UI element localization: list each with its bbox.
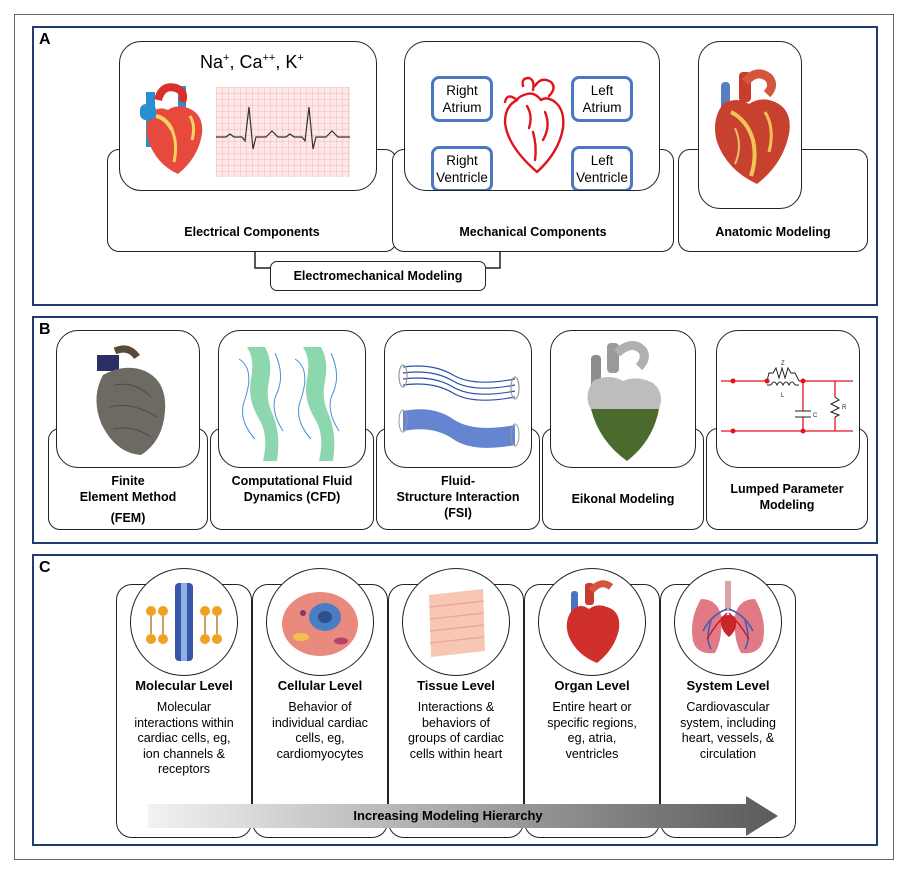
anatomical-heart-illustration bbox=[140, 83, 203, 174]
hierarchy-arrow-label: Increasing Modeling Hierarchy bbox=[353, 808, 543, 823]
fem-label: Finite Element Method (FEM) bbox=[79, 474, 177, 525]
left-ventricle-box: Left Ventricle bbox=[571, 146, 633, 190]
cfd-vessel-flow bbox=[238, 347, 340, 461]
right-atrium-box: Right Atrium bbox=[431, 76, 493, 122]
windkessel-circuit-diagram: Z L C R bbox=[721, 361, 853, 434]
electromechanical-modeling-label: Electromechanical Modeling bbox=[293, 269, 463, 283]
ecg-trace bbox=[216, 87, 350, 177]
anatomic-image-box bbox=[698, 41, 802, 209]
tissue-icon bbox=[429, 589, 485, 657]
circuit-label-r: R bbox=[842, 405, 847, 411]
fem-image-box bbox=[56, 330, 200, 468]
ion-channel-icon bbox=[146, 583, 222, 661]
electrical-image-box: Na+, Ca++, K+ bbox=[119, 41, 377, 191]
mechanical-components-label: Mechanical Components bbox=[459, 225, 607, 239]
mechanical-image-box: Right Atrium Left Atrium Right Ventricle Le… bbox=[404, 41, 660, 191]
fsi-label: Fluid- Structure Interaction (FSI) bbox=[396, 474, 520, 520]
circuit-label-l: L bbox=[781, 393, 785, 399]
organ-level-title: Organ Level bbox=[554, 678, 630, 693]
cell-icon bbox=[282, 592, 358, 656]
figure-frame bbox=[14, 14, 894, 860]
lumped-parameter-label: Lumped Parameter Modeling bbox=[730, 482, 844, 512]
right-ventricle-box: Right Ventricle bbox=[431, 146, 493, 190]
cfd-image-box bbox=[218, 330, 366, 468]
fsi-image-box bbox=[384, 330, 532, 468]
eikonal-label: Eikonal Modeling bbox=[571, 492, 675, 506]
cellular-level-description: Behavior of individual cardiac cells, eg… bbox=[272, 700, 368, 761]
circuit-label-c: C bbox=[813, 413, 818, 419]
panel-c: C bbox=[32, 554, 878, 846]
cardiovascular-system-icon bbox=[692, 581, 764, 654]
panel-c-label: C bbox=[39, 559, 51, 576]
lumped-image-box: Z L C R bbox=[716, 330, 860, 468]
realistic-heart-illustration bbox=[715, 69, 790, 184]
panel-a: A Electrical Components Na+, Ca++, K+ bbox=[32, 26, 878, 306]
fsi-tube-deformation bbox=[398, 364, 520, 448]
ion-labels: Na+, Ca++, K+ bbox=[200, 52, 304, 72]
organ-level-description: Entire heart or specific regions, eg, at… bbox=[547, 700, 637, 761]
molecular-circle bbox=[130, 568, 238, 676]
organ-circle bbox=[538, 568, 646, 676]
panel-a-label: A bbox=[39, 31, 51, 48]
left-atrium-box: Left Atrium bbox=[571, 76, 633, 122]
cfd-label: Computational Fluid Dynamics (CFD) bbox=[231, 474, 353, 504]
panel-b: B Finite Element Method (FEM) Computatio… bbox=[32, 316, 878, 544]
eikonal-image-box bbox=[550, 330, 696, 468]
system-level-description: Cardiovascular system, including heart, … bbox=[680, 700, 776, 761]
electrical-components-label: Electrical Components bbox=[184, 225, 320, 239]
fem-heart-mesh bbox=[96, 345, 166, 455]
molecular-level-title: Molecular Level bbox=[135, 678, 233, 693]
circuit-label-z: Z bbox=[781, 361, 785, 367]
heart-organ-icon bbox=[566, 580, 620, 663]
tissue-circle bbox=[402, 568, 510, 676]
panel-b-label: B bbox=[39, 321, 51, 338]
tissue-level-description: Interactions & behaviors of groups of ca… bbox=[408, 700, 504, 761]
system-level-title: System Level bbox=[686, 678, 770, 693]
heart-outline-icon bbox=[503, 76, 565, 174]
tissue-level-title: Tissue Level bbox=[417, 678, 495, 693]
eikonal-heart-activation bbox=[587, 341, 661, 461]
anatomic-modeling-label: Anatomic Modeling bbox=[715, 225, 831, 239]
hierarchy-arrow bbox=[148, 796, 778, 836]
system-circle bbox=[674, 568, 782, 676]
electromechanical-modeling-box: Electromechanical Modeling bbox=[270, 261, 486, 291]
molecular-level-description: Molecular interactions within cardiac ce… bbox=[134, 700, 234, 776]
cellular-level-title: Cellular Level bbox=[277, 678, 363, 693]
cellular-circle bbox=[266, 568, 374, 676]
